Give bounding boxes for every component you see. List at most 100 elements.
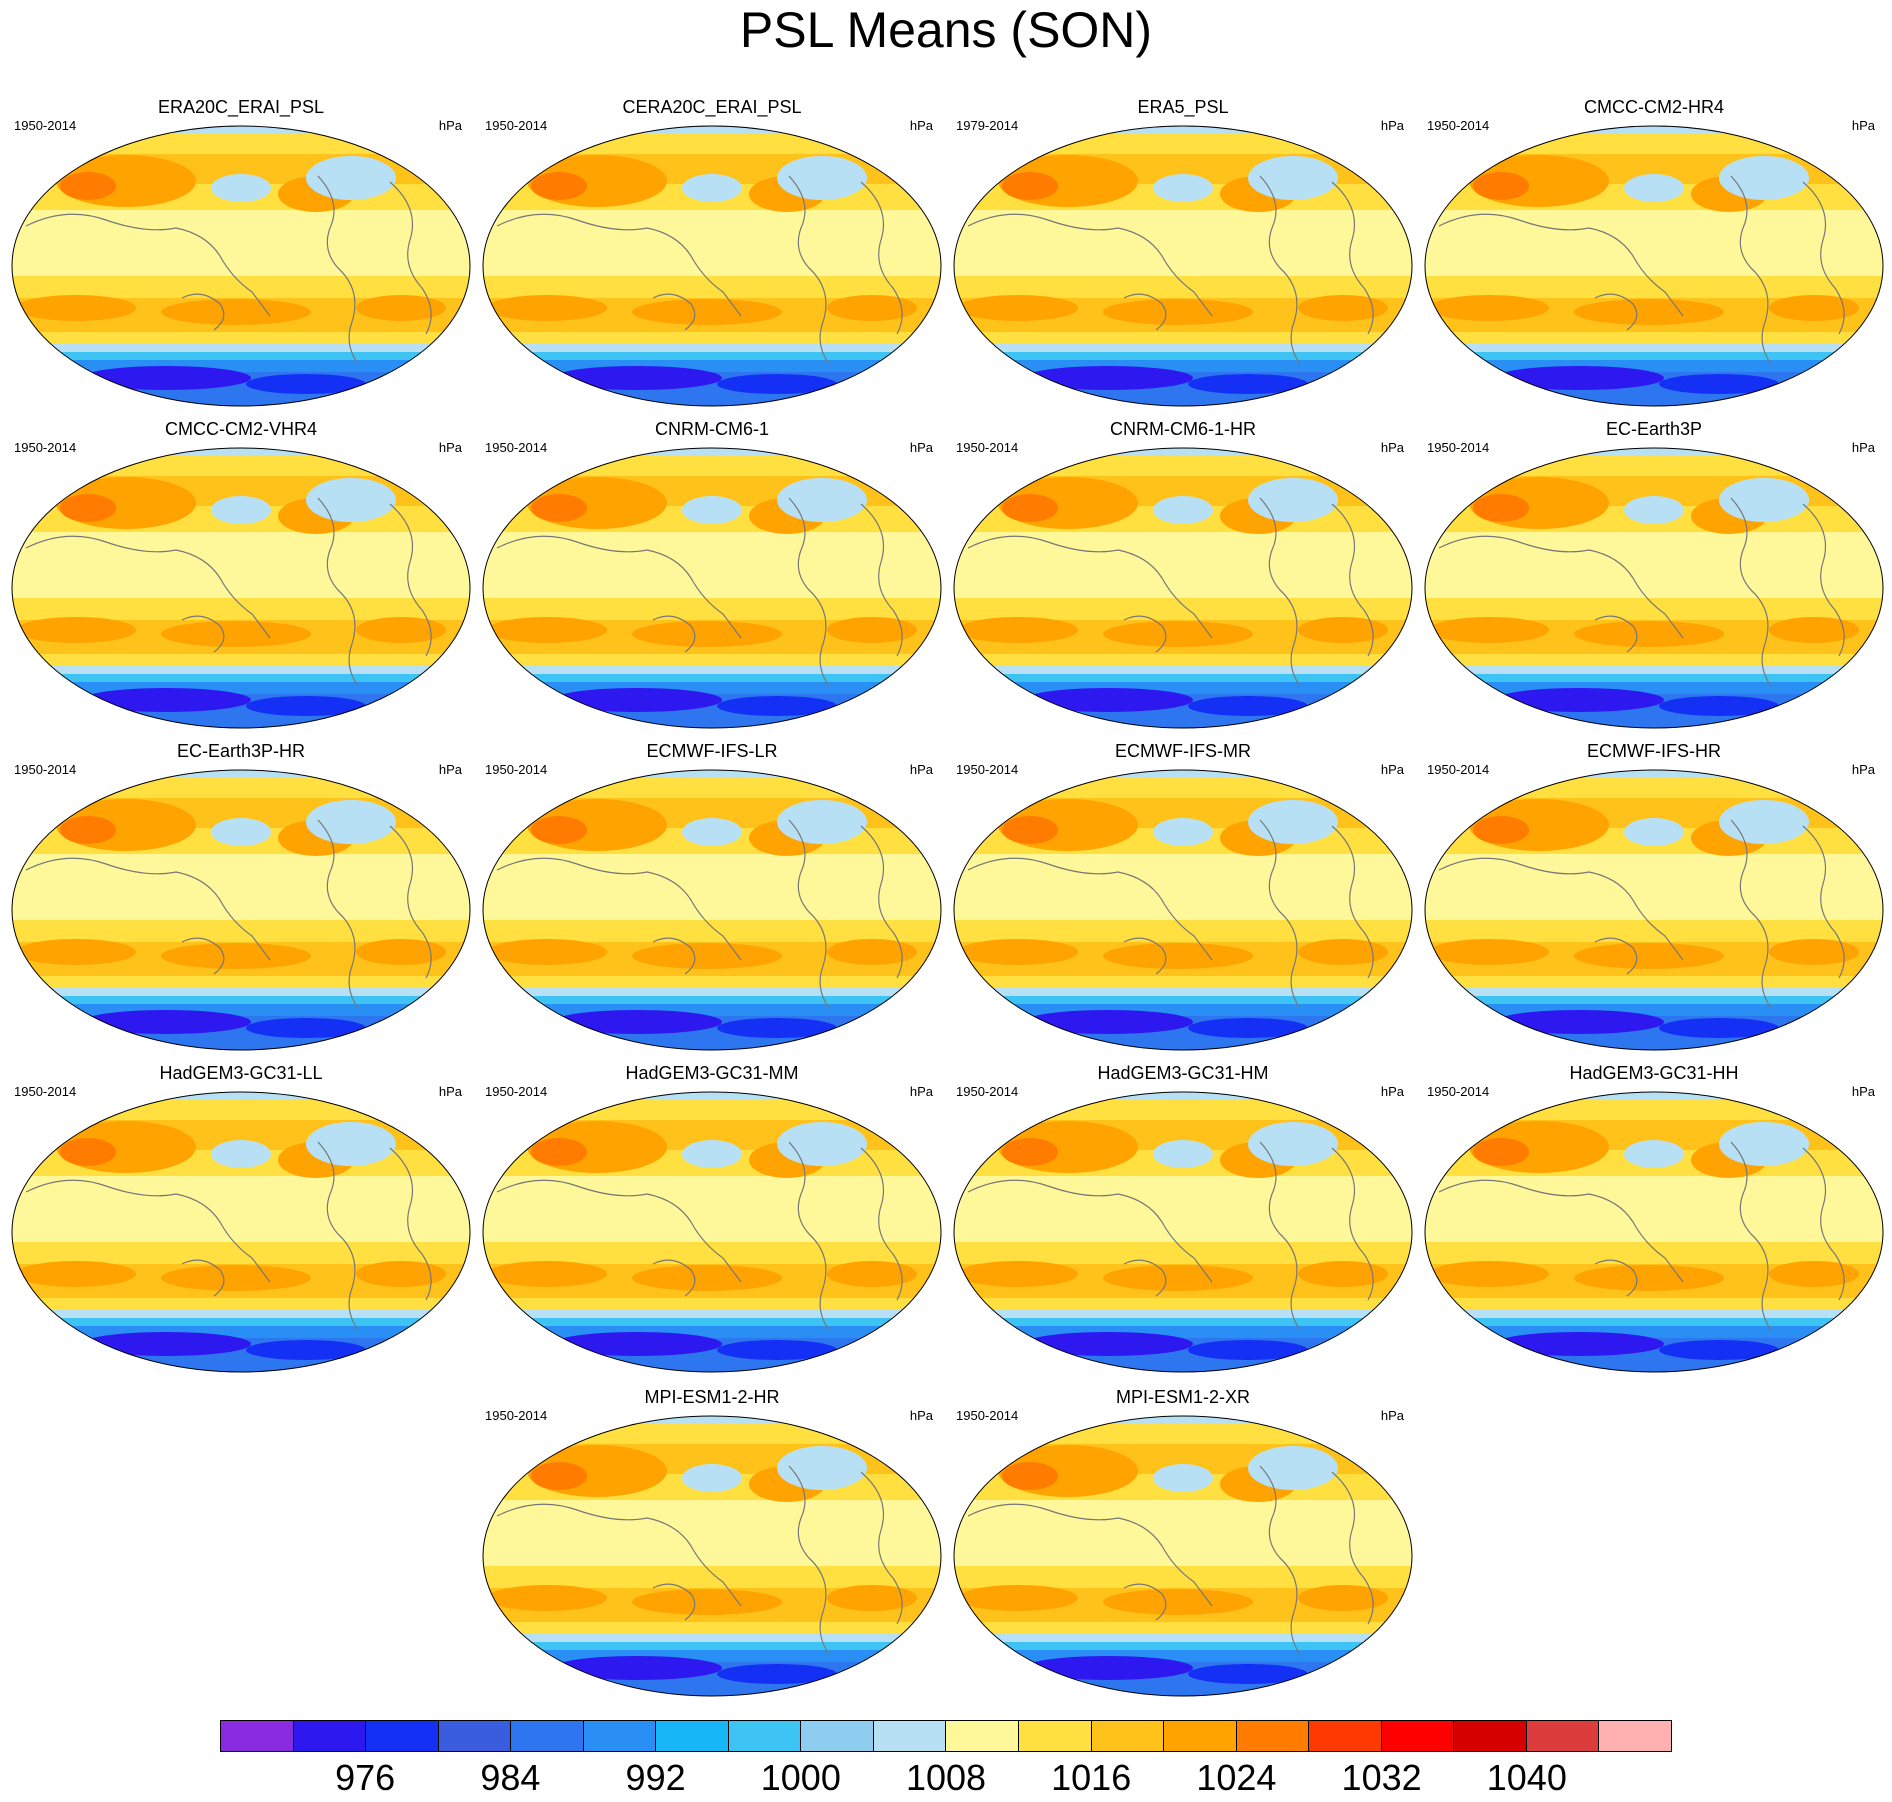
panel-period: 1950-2014 xyxy=(1427,1084,1490,1099)
world-map xyxy=(482,1415,942,1697)
panel-units: hPa xyxy=(1380,440,1404,455)
pressure-field xyxy=(954,1092,1412,1372)
pressure-field xyxy=(12,448,470,728)
colorbar-swatch xyxy=(1454,1721,1527,1751)
panel-units: hPa xyxy=(1851,1084,1875,1099)
panel-period: 1950-2014 xyxy=(14,1084,77,1099)
map-outline xyxy=(11,125,471,407)
colorbar-swatch xyxy=(221,1721,294,1751)
panel-units: hPa xyxy=(909,762,933,777)
map-outline xyxy=(953,447,1413,729)
map-outline xyxy=(1424,447,1884,729)
colorbar-swatch xyxy=(1526,1721,1600,1751)
pressure-field xyxy=(12,126,470,406)
panel-title: ECMWF-IFS-HR xyxy=(1587,741,1721,761)
colorbar-tick-label: 1024 xyxy=(1196,1757,1277,1798)
pressure-field xyxy=(954,770,1412,1050)
world-map xyxy=(953,125,1413,407)
world-map xyxy=(11,1091,471,1373)
panel-period: 1950-2014 xyxy=(485,1408,548,1423)
pressure-field xyxy=(1425,448,1883,728)
map-panel: CMCC-CM2-VHR4 1950-2014 hPa xyxy=(6,418,476,736)
colorbar-swatch xyxy=(293,1721,367,1751)
map-outline xyxy=(953,1091,1413,1373)
panel-title: HadGEM3-GC31-HH xyxy=(1569,1063,1739,1083)
map-panel: ERA20C_ERAI_PSL 1950-2014 hPa xyxy=(6,96,476,414)
panel-units: hPa xyxy=(909,440,933,455)
panel-units: hPa xyxy=(1851,762,1875,777)
panel-title: HadGEM3-GC31-HM xyxy=(1097,1063,1269,1083)
map-panel: MPI-ESM1-2-XR 1950-2014 hPa xyxy=(948,1386,1418,1704)
world-map xyxy=(953,1415,1413,1697)
world-map xyxy=(482,447,942,729)
panel-period: 1950-2014 xyxy=(485,1084,548,1099)
panel-period: 1950-2014 xyxy=(956,1084,1019,1099)
pressure-field xyxy=(483,770,941,1050)
map-outline xyxy=(1424,1091,1884,1373)
map-panel: EC-Earth3P-HR 1950-2014 hPa xyxy=(6,740,476,1058)
colorbar-swatch xyxy=(1019,1721,1092,1751)
colorbar-tick-label: 1016 xyxy=(1051,1757,1132,1798)
world-map xyxy=(482,769,942,1051)
map-outline xyxy=(482,447,942,729)
world-map xyxy=(482,125,942,407)
panel-period: 1950-2014 xyxy=(1427,440,1490,455)
map-outline xyxy=(482,1415,942,1697)
pressure-field xyxy=(954,448,1412,728)
panel-title: ECMWF-IFS-LR xyxy=(646,741,778,761)
panel-units: hPa xyxy=(1380,1408,1404,1423)
pressure-field xyxy=(483,1416,941,1696)
colorbar-tick-label: 1008 xyxy=(905,1757,987,1798)
panel-units: hPa xyxy=(909,1084,933,1099)
panel-title: MPI-ESM1-2-HR xyxy=(644,1387,780,1407)
panel-units: hPa xyxy=(1380,762,1404,777)
map-panel: HadGEM3-GC31-MM 1950-2014 hPa xyxy=(477,1062,947,1380)
world-map xyxy=(1424,1091,1884,1373)
colorbar-swatch xyxy=(1091,1721,1165,1751)
pressure-field xyxy=(1425,126,1883,406)
panel-units: hPa xyxy=(909,118,933,133)
colorbar-tick-label: 992 xyxy=(625,1757,686,1798)
pressure-field xyxy=(12,770,470,1050)
panel-title: CMCC-CM2-HR4 xyxy=(1584,97,1724,117)
colorbar-swatch xyxy=(946,1721,1020,1751)
panel-units: hPa xyxy=(909,1408,933,1423)
map-panel: ECMWF-IFS-MR 1950-2014 hPa xyxy=(948,740,1418,1058)
colorbar-swatch xyxy=(1309,1721,1382,1751)
map-panel: ERA5_PSL 1979-2014 hPa xyxy=(948,96,1418,414)
pressure-field xyxy=(483,1092,941,1372)
map-panel: EC-Earth3P 1950-2014 hPa xyxy=(1419,418,1889,736)
panel-units: hPa xyxy=(438,762,462,777)
world-map xyxy=(953,447,1413,729)
map-outline xyxy=(1424,125,1884,407)
panel-period: 1950-2014 xyxy=(956,1408,1019,1423)
pressure-field xyxy=(1425,770,1883,1050)
panel-title: CNRM-CM6-1-HR xyxy=(1110,419,1256,439)
colorbar xyxy=(220,1720,1672,1752)
colorbar-tick-label: 984 xyxy=(480,1757,541,1798)
pressure-field xyxy=(954,126,1412,406)
map-panel: ECMWF-IFS-HR 1950-2014 hPa xyxy=(1419,740,1889,1058)
map-outline xyxy=(1424,769,1884,1051)
colorbar-swatch xyxy=(366,1721,439,1751)
panel-units: hPa xyxy=(1380,1084,1404,1099)
panel-title: CMCC-CM2-VHR4 xyxy=(165,419,317,439)
world-map xyxy=(482,1091,942,1373)
map-panel: ECMWF-IFS-LR 1950-2014 hPa xyxy=(477,740,947,1058)
panel-period: 1950-2014 xyxy=(956,440,1019,455)
map-panel: CERA20C_ERAI_PSL 1950-2014 hPa xyxy=(477,96,947,414)
panel-period: 1950-2014 xyxy=(956,762,1019,777)
world-map xyxy=(953,769,1413,1051)
colorbar-swatch xyxy=(728,1721,802,1751)
pressure-field xyxy=(483,126,941,406)
colorbar-swatch xyxy=(583,1721,657,1751)
world-map xyxy=(11,447,471,729)
map-outline xyxy=(11,1091,471,1373)
panel-title: CERA20C_ERAI_PSL xyxy=(622,97,802,117)
colorbar-swatch xyxy=(1599,1721,1671,1751)
panel-period: 1950-2014 xyxy=(485,440,548,455)
panel-period: 1950-2014 xyxy=(485,762,548,777)
colorbar-swatch xyxy=(1381,1721,1455,1751)
panel-period: 1979-2014 xyxy=(956,118,1019,133)
map-panel: CNRM-CM6-1 1950-2014 hPa xyxy=(477,418,947,736)
